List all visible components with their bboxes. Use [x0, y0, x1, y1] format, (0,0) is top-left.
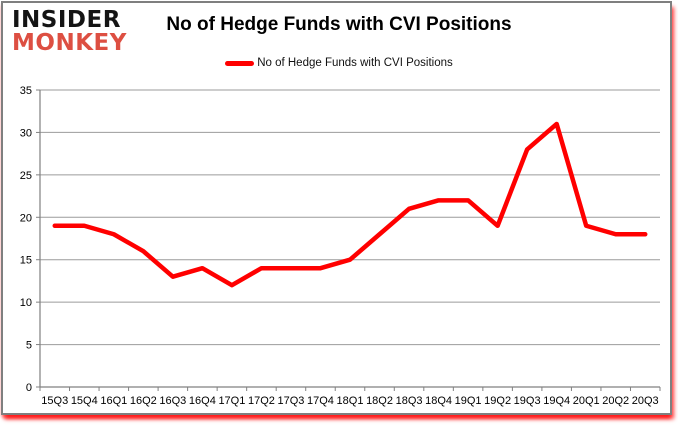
x-axis-label: 20Q2: [602, 395, 629, 407]
x-axis-label: 18Q2: [366, 395, 393, 407]
y-axis-label: 20: [20, 212, 32, 224]
x-axis-label: 20Q3: [632, 395, 659, 407]
logo-text-monkey: MONKEY: [12, 29, 127, 56]
legend: No of Hedge Funds with CVI Positions: [0, 57, 678, 69]
y-axis-label: 15: [20, 255, 32, 267]
x-axis-label: 15Q4: [71, 395, 98, 407]
x-axis-label: 19Q2: [484, 395, 511, 407]
x-axis-label: 17Q2: [248, 395, 275, 407]
x-axis-label: 19Q3: [514, 395, 541, 407]
logo-text-insider: INSIDER: [12, 7, 121, 33]
series-line: [52, 121, 648, 288]
y-axis-label: 25: [20, 170, 32, 182]
y-axis-label: 35: [20, 85, 32, 97]
x-axis-label: 19Q1: [455, 395, 482, 407]
y-axis-label: 30: [20, 127, 32, 139]
x-axis-label: 18Q3: [396, 395, 423, 407]
x-axis-label: 20Q1: [573, 395, 600, 407]
legend-line-marker: [225, 60, 255, 66]
x-axis-label: 16Q3: [159, 395, 186, 407]
legend-label: No of Hedge Funds with CVI Positions: [257, 57, 453, 69]
x-axis-label: 17Q3: [277, 395, 304, 407]
y-axis-label: 5: [26, 340, 32, 352]
x-axis-label: 15Q3: [41, 395, 68, 407]
x-axis-label: 17Q1: [218, 395, 245, 407]
y-axis-label: 10: [20, 297, 32, 309]
x-axis-label: 17Q4: [307, 395, 334, 407]
x-axis-label: 18Q4: [425, 395, 452, 407]
y-axis-label: 0: [26, 382, 32, 394]
x-axis-label: 16Q1: [100, 395, 127, 407]
x-axis-label: 18Q1: [337, 395, 364, 407]
chart-title: No of Hedge Funds with CVI Positions: [166, 14, 512, 35]
card-frame: [1, 1, 672, 415]
insider-monkey-logo: INSIDER MONKEY: [12, 9, 127, 54]
x-axis-label: 16Q4: [189, 395, 216, 407]
x-axis-label: 16Q2: [130, 395, 157, 407]
x-axis-label: 19Q4: [543, 395, 570, 407]
